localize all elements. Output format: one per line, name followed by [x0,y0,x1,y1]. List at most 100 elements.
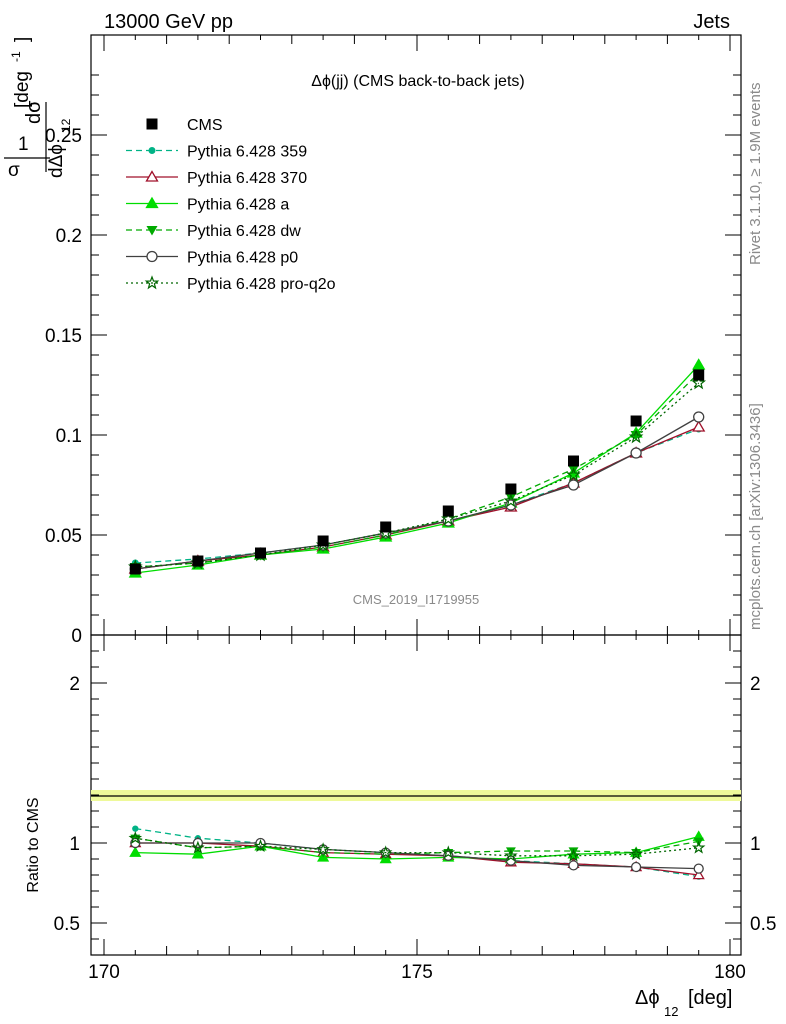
legend-marker [146,118,158,130]
legend-label: Pythia 6.428 pro-q2o [187,276,336,293]
header-category: Jets [693,11,730,33]
legend-label: Pythia 6.428 dw [187,223,301,240]
legend-label: CMS [187,117,223,134]
svg-text:σ: σ [8,160,20,181]
x-tick-label: 175 [401,962,433,983]
reference-point [505,483,517,495]
series-line-3 [135,372,700,568]
svg-text:-1: -1 [9,51,23,62]
y-tick-label-ratio-right: 1 [750,834,761,855]
svg-text:Δϕ: Δϕ [635,987,660,1009]
y-tick-label-main: 0.2 [56,226,82,247]
legend-marker [146,226,158,236]
svg-text:12: 12 [664,1004,678,1019]
mcplots-label: mcplots.cern.ch [arXiv:1306.3436] [747,403,764,630]
legend-marker [146,250,158,263]
series-line-5 [135,382,700,568]
x-tick-label: 170 [88,962,120,983]
y-tick-label-main: 0.1 [56,426,82,447]
legend: CMS Pythia 6.428 359 Pythia 6.428 370 Pythi… [126,117,336,293]
ratio-point-4 [568,860,579,871]
y-tick-label-ratio: 0.5 [54,914,80,935]
series-line-4 [135,416,700,570]
y-axis-label-ratio: Ratio to CMS [25,797,42,892]
reference-point [380,521,392,533]
y-tick-label-ratio-right: 0.5 [750,914,776,935]
legend-marker [148,147,156,154]
reference-point [693,369,705,381]
y-tick-label-ratio: 1 [69,834,80,855]
ratio-line-1 [135,842,699,876]
reference-point [442,505,454,517]
ratio-point-2 [191,847,204,859]
ratio-point-5 [128,831,143,845]
series-point-5 [503,493,519,508]
svg-text:dΔϕ: dΔϕ [46,144,67,178]
ratio-line-3 [135,837,699,855]
legend-label: Pythia 6.428 370 [187,170,307,187]
ratio-point-5 [316,842,330,856]
x-tick-label: 180 [714,962,746,983]
svg-text:1: 1 [18,134,29,155]
svg-text:dσ: dσ [23,100,45,124]
ratio-point-5 [441,845,456,859]
ratio-point-5 [629,847,643,861]
legend-label: Pythia 6.428 p0 [187,250,298,267]
series-line-0 [135,428,699,564]
ratio-point-5 [691,840,706,854]
reference-point [630,415,642,427]
reference-point [255,547,266,559]
ratio-point-2 [129,846,142,857]
ratio-line-4 [135,842,699,870]
header-collision: 13000 GeV pp [104,11,233,33]
legend-marker [144,275,160,290]
ratio-point-4 [255,837,266,849]
series-point-5 [440,511,456,526]
y-tick-label-ratio: 2 [69,674,80,695]
y-tick-label-main: 0.25 [45,126,82,147]
svg-text:[deg]: [deg] [688,987,732,1009]
series-point-3 [630,431,642,441]
x-axis-label: Δϕ 12 [deg] [635,987,732,1019]
ratio-point-0 [132,825,139,832]
ratio-point-5 [566,848,581,862]
legend-label: Pythia 6.428 359 [187,144,307,161]
analysis-watermark: CMS_2019_I1719955 [353,592,480,607]
y-tick-label-ratio-right: 2 [750,674,761,695]
series-point-5 [691,375,707,390]
y-tick-label-main: 0 [71,626,82,647]
y-tick-label-main: 0.05 [45,526,82,547]
ratio-point-1 [692,868,705,880]
reference-point [317,535,329,547]
ratio-line-5 [135,837,699,857]
legend-marker [145,196,159,209]
series-point-4 [630,447,642,459]
reference-point [568,455,579,467]
series-point-4 [693,411,705,423]
reference-point [192,555,204,567]
y-tick-label-main: 0.15 [45,326,82,347]
ratio-point-5 [504,848,518,862]
ratio-point-5 [191,840,205,854]
series-line-1 [135,426,699,570]
ratio-line-2 [135,835,699,860]
y-axis-label-main: 1 σ dσ dΔϕ 12 [deg -1 ] [4,37,73,181]
series-point-5 [628,429,644,444]
ratio-point-5 [253,839,268,853]
ratio-point-3 [631,849,642,858]
ratio-point-4 [630,861,642,873]
svg-text:12: 12 [59,118,73,132]
ratio-point-4 [693,863,704,874]
svg-text:[deg: [deg [12,71,33,108]
series-point-2 [692,358,706,370]
series-point-4 [567,479,580,491]
rivet-version-label: Rivet 3.1.10, ≥ 1.9M events [747,83,764,266]
svg-text:]: ] [12,37,33,42]
reference-point [129,563,141,575]
series-point-1 [692,420,706,432]
series-point-5 [566,467,581,482]
legend-label: Pythia 6.428 a [187,197,289,214]
series-point-3 [505,493,517,503]
series-line-2 [135,364,700,574]
